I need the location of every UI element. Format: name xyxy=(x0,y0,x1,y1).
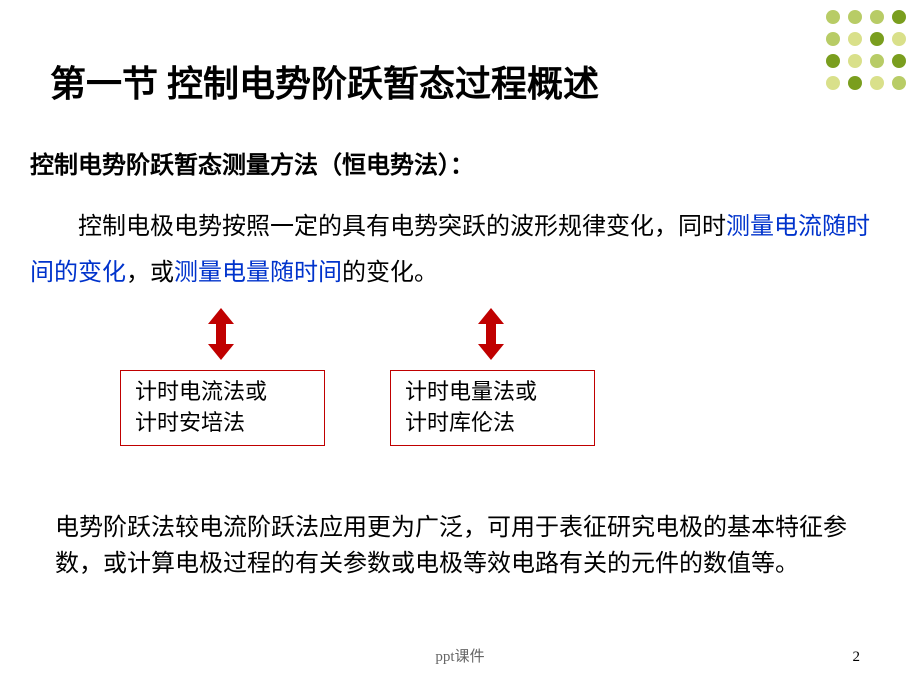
dot-icon xyxy=(826,32,840,46)
sub-heading: 控制电势阶跃暂态测量方法（恒电势法）： xyxy=(30,145,474,180)
dot-icon xyxy=(826,10,840,24)
footer-label: ppt课件 xyxy=(435,645,484,666)
box1-line1: 计时电流法或 xyxy=(135,377,310,408)
dot-icon xyxy=(826,54,840,68)
double-arrow-icon xyxy=(208,308,238,363)
para1-pre: 控制电极电势按照一定的具有电势突跃的波形规律变化，同时 xyxy=(78,214,726,240)
dot-icon xyxy=(870,54,884,68)
decorative-dot-grid xyxy=(826,10,910,94)
para1-post: 的变化。 xyxy=(342,260,438,286)
dot-icon xyxy=(870,32,884,46)
double-arrow-icon xyxy=(478,308,508,363)
box-1: 计时电流法或 计时安培法 xyxy=(120,370,325,446)
dot-icon xyxy=(848,54,862,68)
slide-title: 第一节 控制电势阶跃暂态过程概述 xyxy=(50,55,599,107)
box2-line2: 计时库伦法 xyxy=(405,408,580,439)
dot-icon xyxy=(870,10,884,24)
dot-icon xyxy=(892,54,906,68)
page-number: 2 xyxy=(853,649,861,666)
paragraph-1: 控制电极电势按照一定的具有电势突跃的波形规律变化，同时测量电流随时间的变化，或测… xyxy=(30,205,890,296)
dot-icon xyxy=(892,10,906,24)
paragraph-2: 电势阶跃法较电流阶跃法应用更为广泛，可用于表征研究电极的基本特征参数，或计算电极… xyxy=(55,510,875,582)
dot-icon xyxy=(870,76,884,90)
para1-mid: ，或 xyxy=(126,260,174,286)
dot-icon xyxy=(892,76,906,90)
dot-icon xyxy=(848,32,862,46)
box1-line2: 计时安培法 xyxy=(135,408,310,439)
dot-icon xyxy=(892,32,906,46)
dot-icon xyxy=(848,10,862,24)
dot-icon xyxy=(848,76,862,90)
para1-blue-2: 测量电量随时间 xyxy=(174,260,342,286)
dot-icon xyxy=(826,76,840,90)
box-2: 计时电量法或 计时库伦法 xyxy=(390,370,595,446)
box2-line1: 计时电量法或 xyxy=(405,377,580,408)
